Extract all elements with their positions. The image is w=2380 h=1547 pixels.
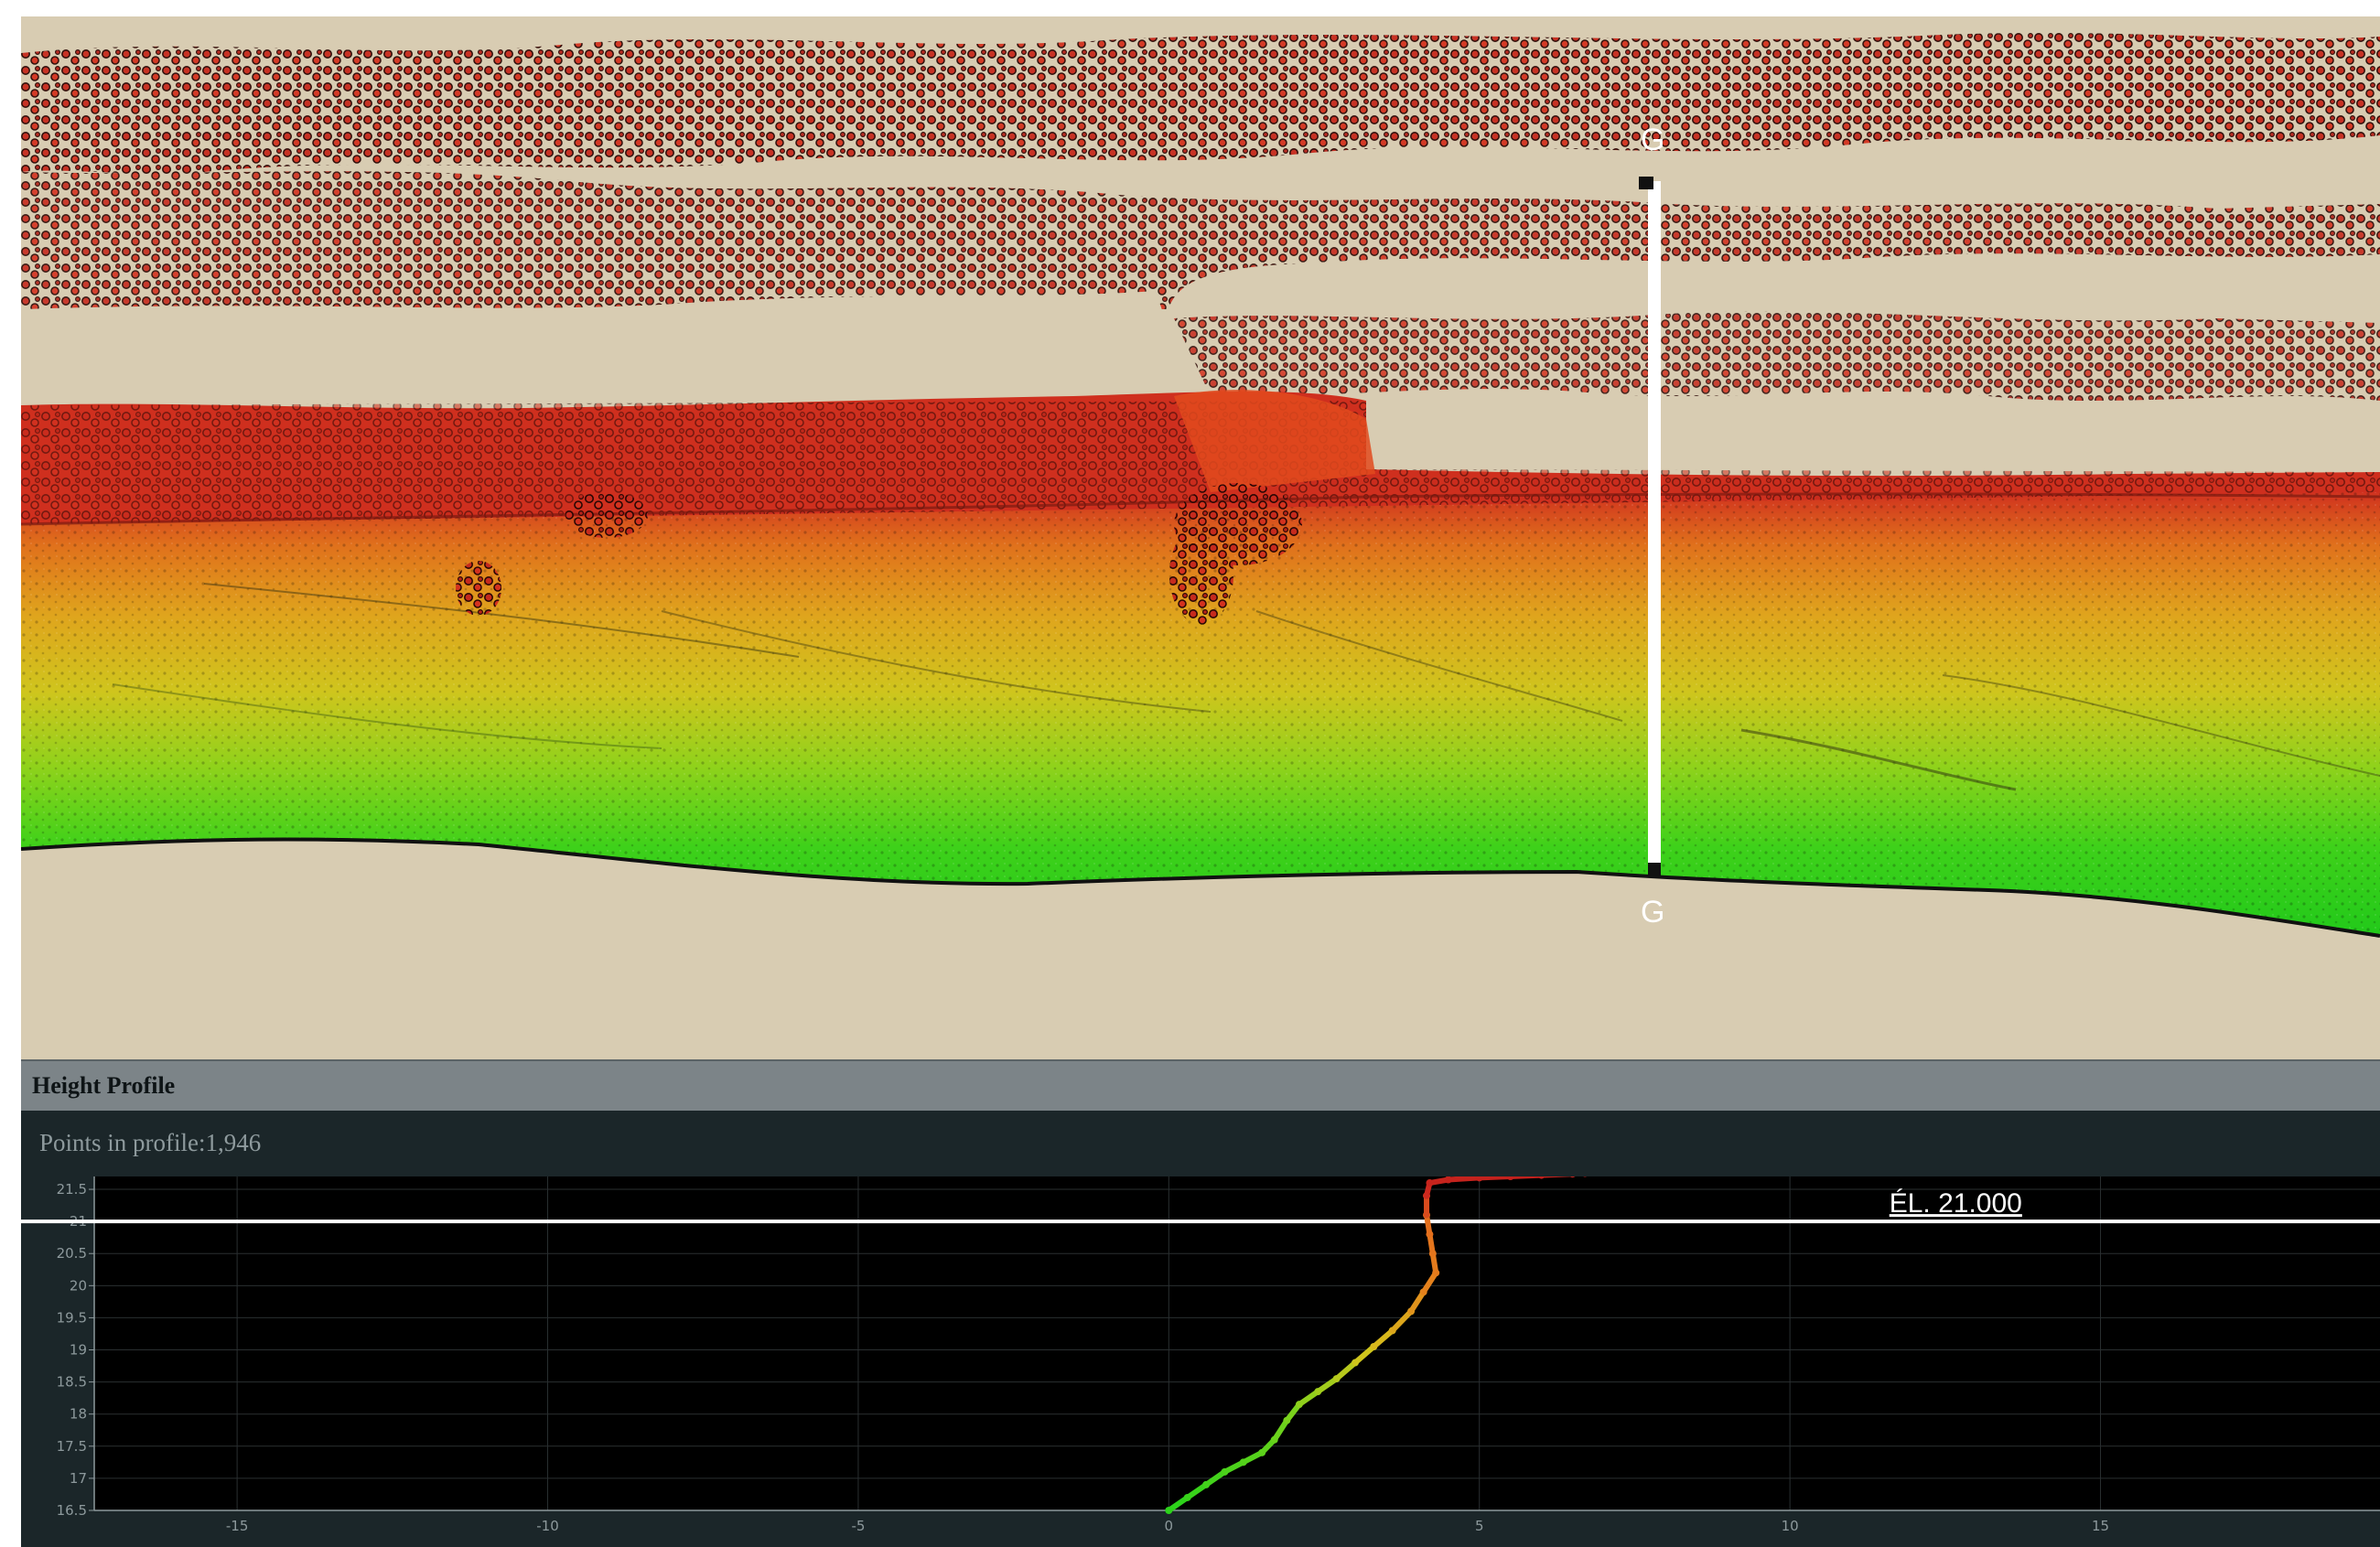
profile-segment (1352, 1344, 1377, 1366)
y-tick-label: 19.5 (57, 1309, 87, 1326)
x-tick-label: 15 (2092, 1518, 2109, 1534)
y-tick-label: 17 (70, 1470, 87, 1487)
points-in-profile-value: 1,946 (205, 1129, 262, 1156)
section-marker-top: G (1641, 123, 1665, 157)
profile-point (1569, 1176, 1576, 1178)
profile-segment (1389, 1308, 1415, 1334)
profile-segment (1420, 1270, 1439, 1295)
profile-segment (1296, 1389, 1321, 1408)
x-tick-label: 0 (1165, 1518, 1174, 1534)
height-profile-chart[interactable]: -15 -10 -5 0 5 10 15 16.5 17 17.5 18 18.5 19 19.5 20 20… (21, 1176, 2380, 1547)
points-in-profile: Points in profile:1,946 (39, 1129, 261, 1157)
terrain-surface (21, 492, 2380, 938)
profile-segment (1184, 1481, 1210, 1500)
reference-line-label: ÉL. 21.000 (1890, 1188, 2022, 1219)
height-profile-title: Height Profile (32, 1072, 176, 1099)
y-tick-label: 18 (70, 1406, 87, 1423)
x-tick-label: 5 (1475, 1518, 1484, 1534)
profile-segment (1203, 1468, 1228, 1488)
point-cloud-canvas[interactable] (21, 16, 2380, 1059)
profile-segment (1333, 1359, 1358, 1382)
plot-background (94, 1176, 2380, 1510)
x-tick-label: -10 (536, 1518, 559, 1534)
x-tick-label: -5 (851, 1518, 865, 1534)
profile-points (1165, 1176, 1588, 1514)
y-tick-label: 18.5 (57, 1374, 87, 1391)
x-tick-label: -15 (226, 1518, 249, 1534)
section-line[interactable] (1639, 177, 1661, 876)
axes: -15 -10 -5 0 5 10 15 16.5 17 17.5 18 18.5 19 19.5 20 20… (57, 1176, 2380, 1534)
y-tick-label: 21.5 (57, 1181, 87, 1198)
y-tick-label: 20 (70, 1277, 87, 1294)
point-cloud-viewer[interactable]: G G (21, 16, 2380, 1059)
profile-segment (1315, 1376, 1340, 1395)
canopy-points (21, 32, 2380, 457)
x-tick-label: 10 (1782, 1518, 1799, 1534)
profile-segment (1271, 1417, 1290, 1443)
reference-line-group: ÉL. 21.000 (21, 1188, 2380, 1224)
profile-segment (1371, 1327, 1395, 1350)
y-tick-label: 16.5 (57, 1502, 87, 1519)
points-in-profile-label: Points in profile: (39, 1129, 206, 1156)
profile-segment (1476, 1176, 1513, 1181)
profile-segment (1408, 1289, 1427, 1315)
chart-canvas[interactable]: -15 -10 -5 0 5 10 15 16.5 17 17.5 18 18.5 19 19.5 20 20… (21, 1176, 2380, 1547)
y-tick-label: 20.5 (57, 1245, 87, 1262)
section-marker-bottom: G (1641, 895, 1665, 929)
profile-segment (1445, 1176, 1482, 1183)
y-tick-label: 19 (70, 1342, 87, 1359)
y-tick-label: 17.5 (57, 1438, 87, 1455)
height-profile-header[interactable]: Height Profile (21, 1059, 2380, 1111)
profile-segment (1166, 1494, 1190, 1513)
profile-info-bar: Points in profile:1,946 (21, 1111, 2380, 1176)
shrub-points (456, 483, 1302, 625)
